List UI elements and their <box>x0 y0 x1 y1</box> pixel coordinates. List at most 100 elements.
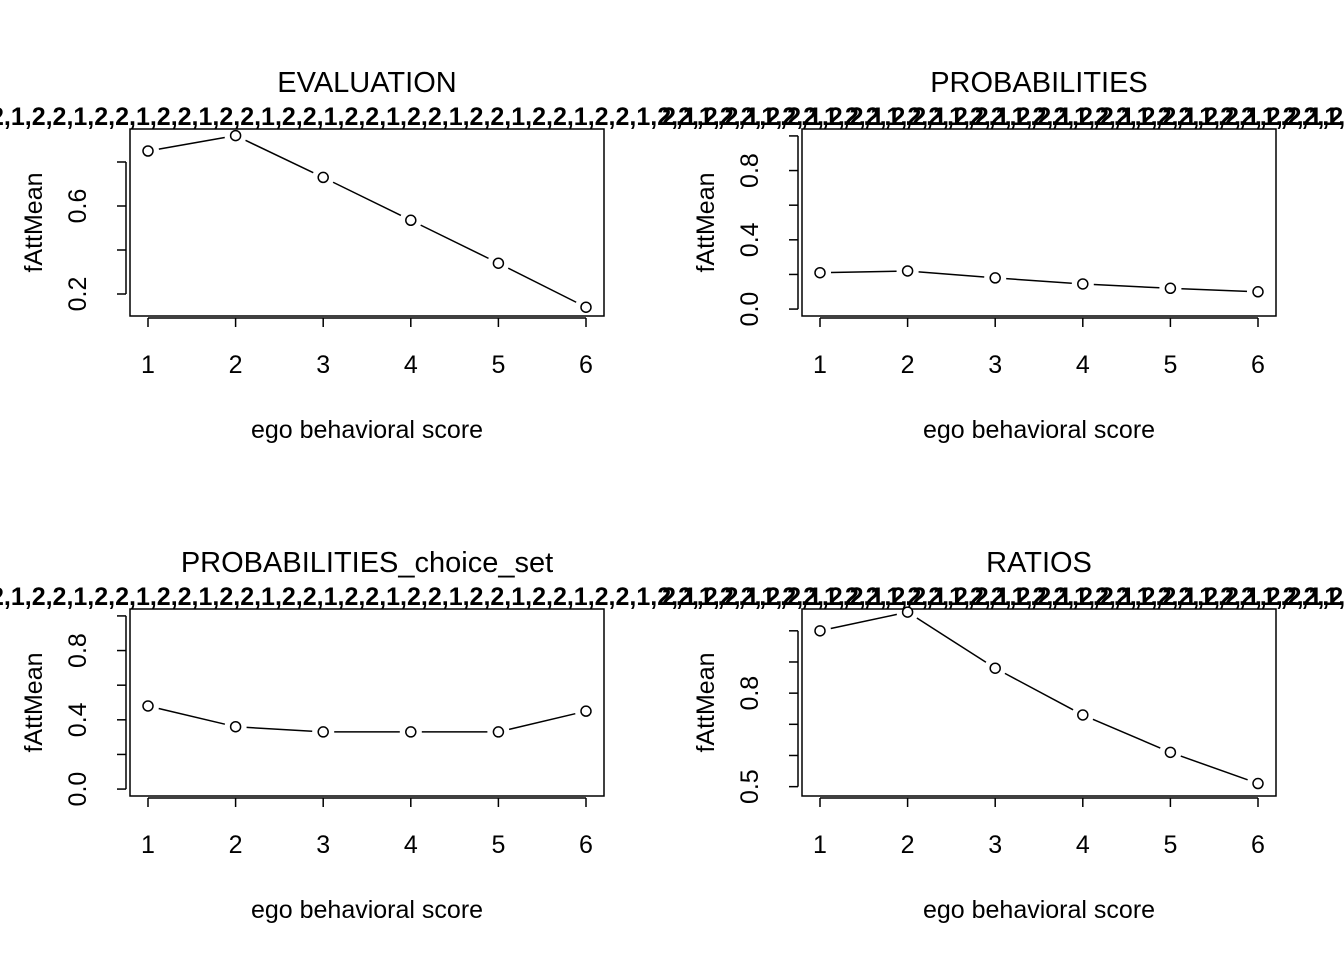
x-tick-label: 2 <box>901 831 915 859</box>
x-tick-label: 3 <box>316 831 330 859</box>
y-tick-label: 0.0 <box>64 772 92 807</box>
x-tick-label: 4 <box>404 831 418 859</box>
x-axis-title: ego behavioral score <box>251 416 483 444</box>
chart-title: EVALUATION <box>277 67 456 99</box>
x-tick-label: 5 <box>491 351 505 379</box>
y-axis-title: fAttMean <box>20 172 48 272</box>
data-point <box>405 726 417 738</box>
data-point <box>142 145 154 157</box>
data-point <box>989 662 1001 674</box>
x-tick-label: 6 <box>579 831 593 859</box>
chart-panel: PROBABILITIES_choice_set 2,1,2,2,1,2,2,1,… <box>0 547 1344 924</box>
overprint-label-row: 2,1,2,2,1,2,2,1,2,2,1,2,2,1,2,2,1,2,2,1,… <box>662 103 1344 131</box>
data-point <box>901 606 914 618</box>
x-tick-label: 1 <box>141 351 155 379</box>
x-tick-label: 5 <box>1163 831 1177 859</box>
chart-title: RATIOS <box>986 547 1092 579</box>
data-point <box>317 726 329 738</box>
data-point <box>229 720 242 733</box>
data-point <box>229 129 242 142</box>
y-axis-title: fAttMean <box>692 652 720 752</box>
series-line-segment <box>1180 755 1248 781</box>
data-point <box>1164 746 1177 759</box>
x-tick-label: 6 <box>1251 831 1265 859</box>
x-axis-title: ego behavioral score <box>923 896 1155 924</box>
overprint-label-row: 2,1,2,2,1,2,2,1,2,2,1,2,2,1,2,2,1,2,2,1,… <box>0 583 1344 611</box>
x-tick-label: 1 <box>813 831 827 859</box>
y-tick-label: 0.6 <box>64 189 92 224</box>
x-axis-title: ego behavioral score <box>923 416 1155 444</box>
series-line-segment <box>830 613 897 630</box>
series-line-segment <box>420 224 489 260</box>
data-point <box>814 625 826 637</box>
plot-frame <box>801 608 1277 797</box>
y-tick-label: 0.8 <box>736 153 764 188</box>
data-point <box>1252 286 1264 298</box>
y-tick-label: 0.0 <box>736 292 764 327</box>
chart-title: PROBABILITIES <box>930 67 1148 99</box>
x-tick-label: 2 <box>229 831 243 859</box>
x-tick-label: 5 <box>1163 351 1177 379</box>
x-tick-label: 1 <box>813 351 827 379</box>
data-point <box>1164 282 1177 295</box>
data-point <box>580 705 592 717</box>
series-line-segment <box>332 181 402 217</box>
series-line-segment <box>1006 277 1072 284</box>
series-line-segment <box>830 270 897 274</box>
overprint-label-row: 2,1,2,2,1,2,2,1,2,2,1,2,2,1,2,2,1,2,2,1,… <box>0 103 1344 131</box>
chart-panel: PROBABILITIES 2,1,2,2,1,2,2,1,2,2,1,2,2,1… <box>662 67 1344 444</box>
x-tick-label: 3 <box>988 831 1002 859</box>
data-point <box>492 257 505 269</box>
plot-frame <box>129 608 605 797</box>
data-point <box>1077 278 1089 290</box>
x-tick-label: 2 <box>229 351 243 379</box>
x-tick-label: 5 <box>491 831 505 859</box>
overprint-label-row: 2,1,2,2,1,2,2,1,2,2,1,2,2,1,2,2,1,2,2,1,… <box>662 583 1344 611</box>
series-line-segment <box>916 617 987 663</box>
x-tick-label: 4 <box>1076 351 1090 379</box>
plot-frame <box>801 128 1277 317</box>
x-tick-label: 3 <box>988 351 1002 379</box>
chart-title: PROBABILITIES_choice_set <box>181 547 553 579</box>
y-tick-label: 0.5 <box>736 769 764 804</box>
series-line-segment <box>158 707 226 725</box>
data-point <box>1252 777 1264 790</box>
data-point <box>1077 709 1089 721</box>
series-line-segment <box>508 712 576 731</box>
y-tick-label: 0.4 <box>736 222 764 257</box>
series-line-segment <box>158 136 225 150</box>
y-tick-label: 0.8 <box>64 633 92 668</box>
y-tick-label: 0.8 <box>736 676 764 711</box>
plot-frame <box>129 128 605 317</box>
data-point <box>989 272 1001 284</box>
x-tick-label: 1 <box>141 831 155 859</box>
x-axis-title: ego behavioral score <box>251 896 483 924</box>
series-line-segment <box>1004 672 1074 711</box>
data-point <box>814 266 826 279</box>
x-tick-label: 4 <box>1076 831 1090 859</box>
series-line-segment <box>245 139 314 174</box>
y-tick-label: 0.4 <box>64 702 92 737</box>
x-tick-label: 6 <box>579 351 593 379</box>
series-line-segment <box>246 726 313 733</box>
data-point <box>405 214 417 227</box>
series-line-segment <box>1181 287 1248 293</box>
data-point <box>580 301 592 313</box>
series-line-segment <box>918 271 985 278</box>
x-tick-label: 3 <box>316 351 330 379</box>
series-line-segment <box>1092 718 1161 749</box>
y-axis-title: fAttMean <box>692 172 720 272</box>
x-tick-label: 2 <box>901 351 915 379</box>
y-axis-title: fAttMean <box>20 652 48 752</box>
chart-panel: EVALUATION 2,1,2,2,1,2,2,1,2,2,1,2,2,1,2,… <box>0 67 1344 444</box>
y-tick-label: 0.2 <box>64 277 92 312</box>
series-line-segment <box>1093 283 1160 289</box>
chart-panel: RATIOS 2,1,2,2,1,2,2,1,2,2,1,2,2,1,2,2,1,… <box>662 547 1344 924</box>
x-tick-label: 4 <box>404 351 418 379</box>
data-point <box>901 265 914 277</box>
x-tick-label: 6 <box>1251 351 1265 379</box>
data-point <box>492 726 505 738</box>
data-point <box>142 700 154 712</box>
data-point <box>317 171 329 184</box>
